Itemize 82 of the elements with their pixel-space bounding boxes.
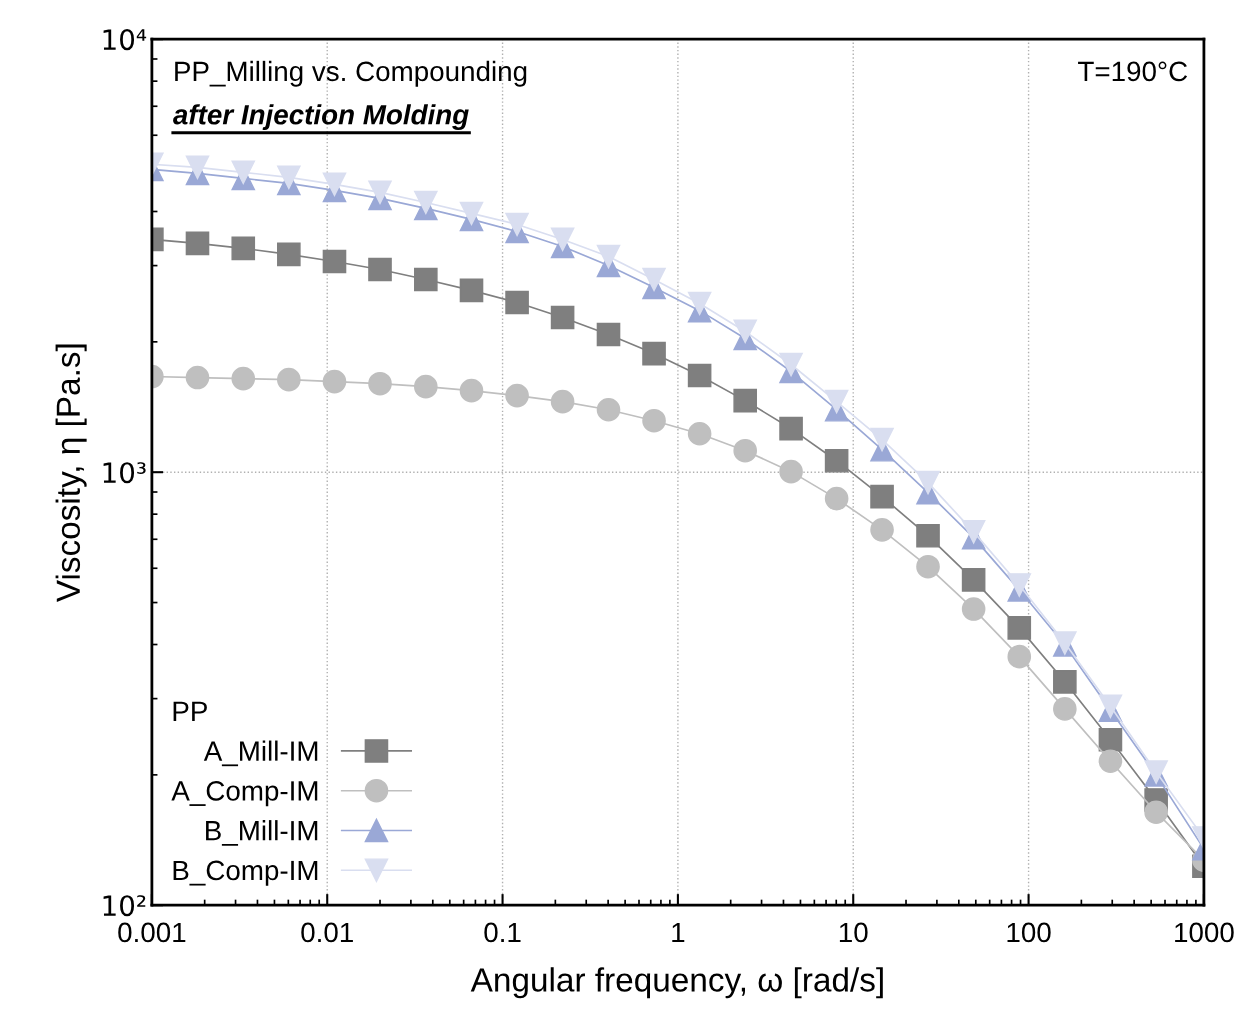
- point: [231, 366, 256, 391]
- point: [322, 249, 347, 274]
- point: [550, 227, 575, 252]
- point: [687, 363, 712, 388]
- point: [596, 244, 621, 269]
- point: [642, 341, 666, 366]
- point: [368, 371, 392, 396]
- point: [459, 278, 484, 303]
- point: [642, 408, 666, 433]
- legend-title: PP: [173, 701, 207, 721]
- point: [231, 236, 256, 261]
- point: [459, 201, 484, 226]
- point: [961, 597, 986, 621]
- point: [733, 319, 758, 344]
- legend-label: A_Comp-IM: [171, 781, 318, 807]
- point: [505, 383, 529, 408]
- y-tick-label: 10²: [103, 895, 146, 917]
- point: [870, 427, 894, 452]
- point: [1007, 573, 1032, 597]
- point: [870, 518, 894, 542]
- point: [1007, 644, 1032, 669]
- point: [824, 389, 849, 414]
- point: [277, 367, 301, 392]
- point: [322, 172, 347, 197]
- point: [687, 291, 712, 316]
- point: [277, 242, 301, 267]
- point: [185, 155, 210, 180]
- text: after Injection Molding: [173, 104, 469, 131]
- point: [185, 365, 210, 390]
- point: [414, 190, 438, 215]
- point: [277, 165, 301, 190]
- point: [368, 257, 392, 282]
- point: [414, 374, 438, 399]
- point: [916, 524, 940, 548]
- point: [779, 352, 803, 377]
- x-tick-label: 0.1: [484, 922, 521, 943]
- point: [596, 397, 621, 422]
- legend-label: B_Comp-IM: [173, 860, 318, 886]
- point: [961, 568, 986, 592]
- point: [824, 486, 849, 511]
- legend-label: A_Mill-IM: [203, 740, 318, 767]
- point: [185, 231, 210, 256]
- x-tick-label: 100: [1007, 922, 1051, 943]
- x-tick-label: 0.01: [301, 922, 353, 943]
- point: [642, 267, 666, 292]
- point: [505, 290, 529, 315]
- point: [779, 459, 803, 484]
- point: [687, 421, 712, 446]
- point: [231, 160, 256, 185]
- point: [916, 470, 940, 495]
- point: [1053, 670, 1077, 694]
- point: [1098, 749, 1123, 774]
- point: [550, 389, 575, 414]
- point: [550, 305, 575, 330]
- point: [368, 180, 392, 205]
- point: [779, 416, 803, 441]
- point: [505, 212, 529, 237]
- point: [733, 388, 758, 413]
- point: [1144, 800, 1168, 824]
- x-tick-label: 10: [839, 922, 868, 943]
- point: [1007, 616, 1032, 640]
- point: [733, 438, 758, 463]
- point: [1053, 697, 1077, 721]
- annotation: T=190°C: [1078, 61, 1188, 82]
- point: [870, 484, 894, 509]
- point: [1098, 727, 1123, 752]
- point: [961, 520, 986, 544]
- point: [322, 369, 347, 394]
- x-axis-title: Angular frequency, ω [rad/s]: [470, 967, 883, 999]
- point: [916, 554, 940, 579]
- point: [414, 267, 438, 292]
- point: [596, 322, 621, 347]
- x-tick-label: 0.001: [118, 922, 186, 943]
- y-tick-label: 10³: [103, 462, 146, 484]
- point: [824, 448, 849, 473]
- text: PP_Milling vs. Compounding: [175, 60, 527, 87]
- point: [459, 378, 484, 403]
- y-axis-title: Viscosity, η [Pa.s]: [55, 344, 87, 603]
- legend-label: B_Mill-IM: [206, 820, 318, 846]
- x-tick-label: 1: [672, 922, 685, 943]
- x-tick-label: 1000: [1175, 922, 1234, 943]
- y-tick-label: 10⁴: [103, 29, 147, 51]
